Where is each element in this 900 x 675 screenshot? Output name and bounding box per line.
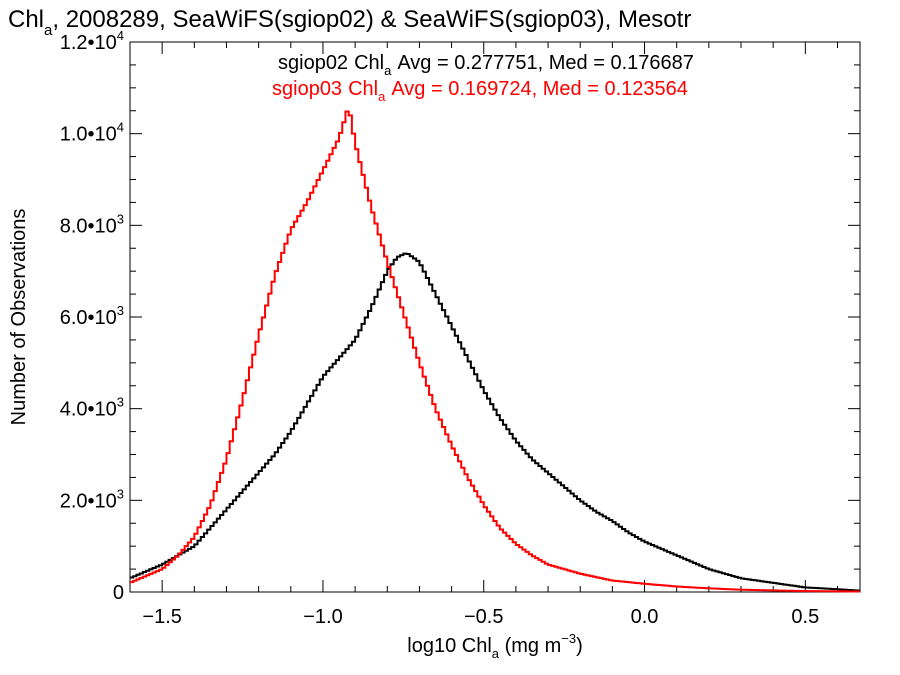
- x-tick-label: −0.5: [464, 606, 503, 628]
- legend-sgiop03-sub: a: [378, 89, 386, 104]
- x-axis-label-sub: a: [492, 646, 500, 661]
- legend-sgiop03-name: sgiop03: [272, 78, 342, 100]
- plot-frame: [129, 41, 861, 593]
- x-axis-label-sup: −3: [561, 631, 576, 646]
- chart-title-prefix: Chl: [8, 6, 44, 33]
- x-tick-label: −1.0: [303, 606, 342, 628]
- legend-sgiop02-chl: Chl: [354, 52, 384, 74]
- x-tick-label: 0.0: [631, 606, 659, 628]
- x-axis-ticks: −1.5 −1.0 −0.5 0.0 0.5: [129, 42, 838, 628]
- series-line-sgiop02: [130, 252, 860, 592]
- legend-entry-sgiop03: sgiop03 Chla Avg = 0.169724, Med = 0.12356…: [272, 78, 688, 104]
- legend: sgiop02 Chla Avg = 0.277751, Med = 0.17668…: [272, 52, 694, 104]
- legend-sgiop02-sep: ,: [538, 52, 549, 74]
- x-axis-label-mid: (mg m: [499, 635, 561, 657]
- legend-entry-sgiop02: sgiop02 Chla Avg = 0.277751, Med = 0.17668…: [278, 52, 694, 78]
- x-axis-label-prefix: log10 Chl: [407, 635, 492, 657]
- legend-sgiop03-chl: Chl: [348, 78, 378, 100]
- y-tick-label: 6.0•103: [60, 303, 124, 329]
- legend-sgiop02-name: sgiop02: [278, 52, 348, 74]
- x-axis-label-suffix: ): [576, 635, 583, 657]
- legend-sgiop02-med: Med = 0.176687: [549, 52, 694, 74]
- legend-sgiop03-med: Med = 0.123564: [543, 78, 688, 100]
- chart-title-rest: , 2008289, SeaWiFS(sgiop02) & SeaWiFS(sg…: [52, 6, 691, 33]
- legend-sgiop02-sub: a: [384, 63, 392, 78]
- x-axis-label: log10 Chla (mg m−3): [407, 631, 582, 661]
- legend-sgiop03-sep: ,: [532, 78, 543, 100]
- chart-title-subscript: a: [44, 22, 53, 39]
- y-tick-label: 8.0•103: [60, 211, 124, 237]
- legend-sgiop03-avg: Avg = 0.169724: [391, 78, 531, 100]
- y-axis-ticks: 0 2.0•103 4.0•103 6.0•103 8.0•103 1.0•104 1.2•…: [60, 28, 860, 604]
- y-tick-label: 1.2•104: [60, 28, 124, 54]
- series-layer: [130, 110, 860, 593]
- y-tick-label: 1.0•104: [60, 120, 124, 146]
- x-tick-label: 0.5: [791, 606, 819, 628]
- y-tick-label: 2.0•103: [60, 486, 124, 512]
- series-line-sgiop03: [130, 110, 860, 593]
- chart-title: Chla, 2008289, SeaWiFS(sgiop02) & SeaWiF…: [8, 6, 691, 39]
- y-tick-label: 4.0•103: [60, 395, 124, 421]
- x-tick-label: −1.5: [142, 606, 181, 628]
- legend-sgiop02-avg: Avg = 0.277751: [397, 52, 537, 74]
- y-axis-label: Number of Observations: [8, 209, 30, 426]
- y-tick-label: 0: [113, 582, 124, 604]
